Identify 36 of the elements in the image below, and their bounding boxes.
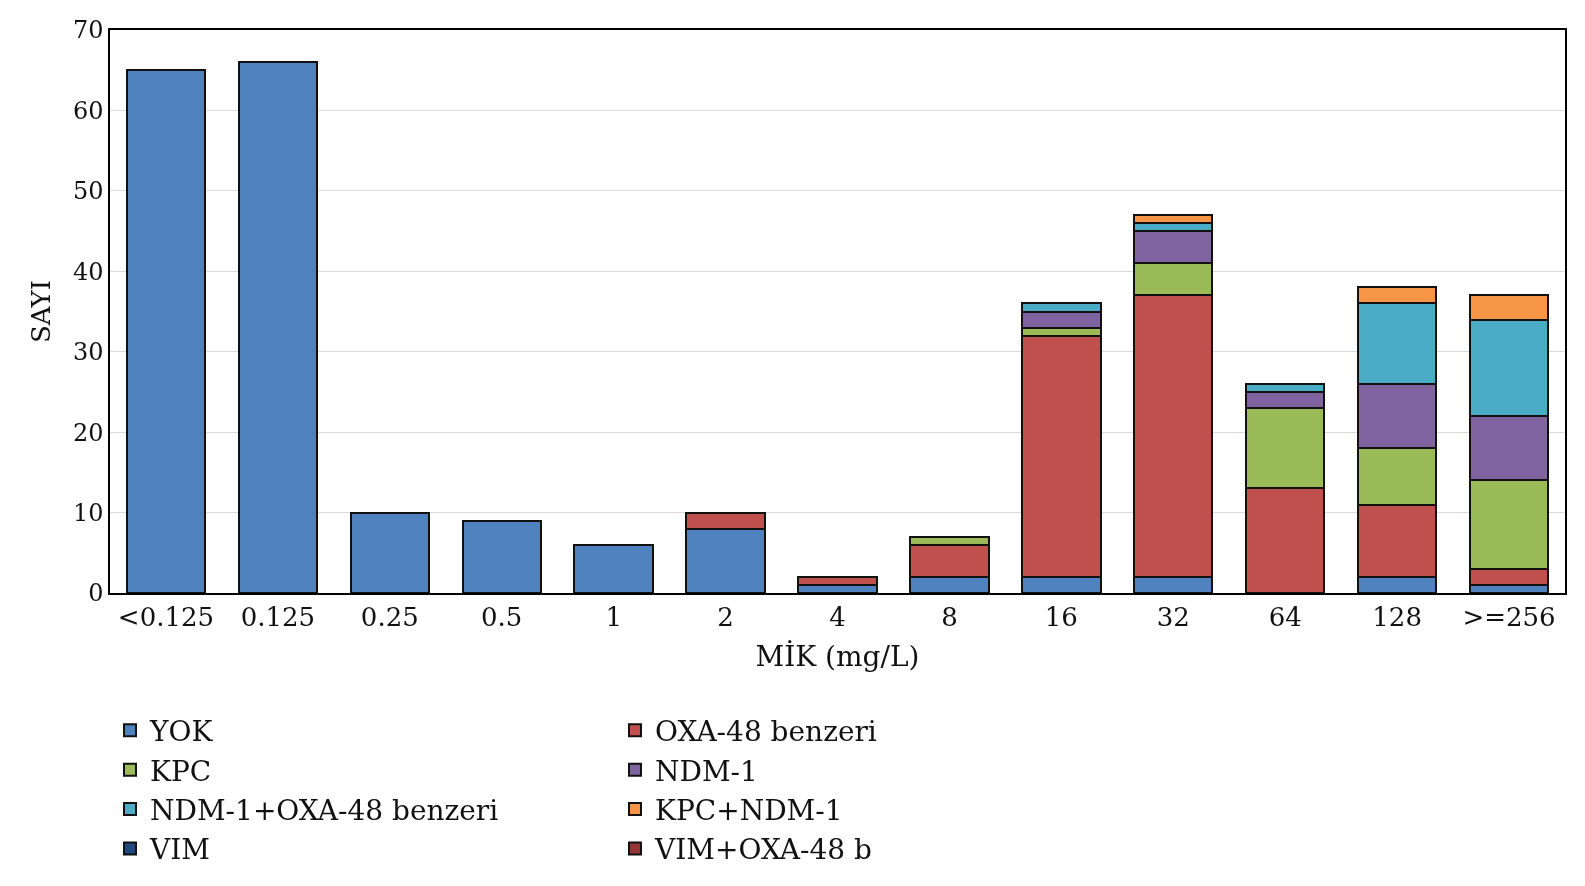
- bar: [125, 69, 207, 593]
- bar: [573, 543, 654, 593]
- y-tick-label: 40: [72, 257, 104, 286]
- x-tick-label: 16: [1044, 601, 1078, 632]
- x-axis-title: MİK (mg/L): [755, 639, 920, 673]
- x-tick-label: <0.125: [117, 601, 215, 632]
- legend-label: NDM-1: [655, 754, 758, 788]
- legend-label: KPC: [150, 754, 212, 788]
- bar: [237, 61, 319, 593]
- legend-label: OXA-48 benzeri: [655, 715, 877, 749]
- x-tick-label: >=256: [1462, 601, 1556, 632]
- x-tick-label: 0.25: [360, 601, 419, 632]
- bar: [349, 511, 430, 593]
- legend-label: VIM+OXA-48 b: [654, 833, 872, 867]
- x-tick-label: 8: [941, 601, 958, 632]
- x-tick-label: 64: [1268, 601, 1302, 632]
- legend-label: YOK: [149, 715, 214, 749]
- y-tick-label: 30: [72, 338, 104, 367]
- legend-label: KPC+NDM-1: [655, 794, 843, 828]
- bar: [461, 519, 542, 593]
- x-tick-label: 128: [1372, 601, 1422, 632]
- x-tick-label: 32: [1156, 601, 1190, 632]
- y-tick-label: 10: [72, 498, 104, 527]
- legend-label: VIM: [149, 833, 210, 867]
- y-tick-label: 50: [72, 177, 104, 206]
- y-axis-title: SAYI: [25, 280, 56, 343]
- y-tick-label: 60: [72, 96, 104, 125]
- x-tick-label: 1: [605, 601, 622, 632]
- x-tick-label: 0.5: [481, 601, 523, 632]
- x-tick-label: 2: [717, 601, 734, 632]
- x-tick-label: 0.125: [240, 601, 316, 632]
- y-tick-label: 20: [72, 418, 104, 447]
- x-tick-label: 4: [829, 601, 846, 632]
- legend-label: NDM-1+OXA-48 benzeri: [150, 794, 499, 828]
- y-tick-label: 70: [72, 16, 104, 45]
- y-tick-label: 0: [88, 579, 104, 608]
